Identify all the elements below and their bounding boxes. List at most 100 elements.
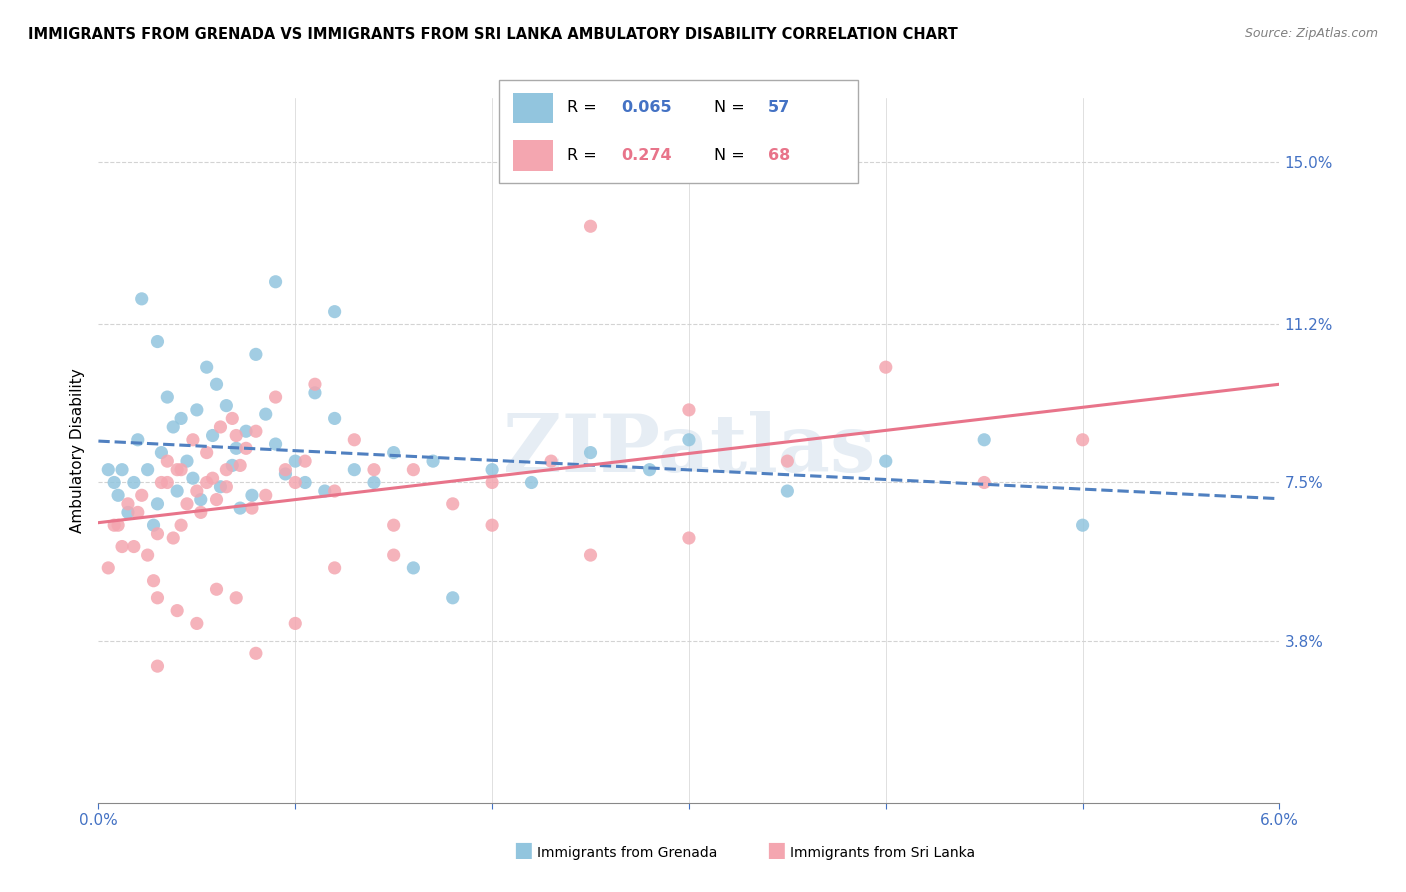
Point — [678, 403, 700, 417]
Point — [150, 475, 173, 490]
Point — [240, 501, 263, 516]
Point — [205, 377, 228, 392]
Text: Immigrants from Sri Lanka: Immigrants from Sri Lanka — [790, 846, 976, 860]
Point — [382, 445, 405, 459]
Point — [195, 445, 218, 459]
Point — [162, 531, 184, 545]
Y-axis label: Ambulatory Disability: Ambulatory Disability — [69, 368, 84, 533]
Point — [225, 591, 247, 605]
Point — [343, 433, 366, 447]
Point — [127, 433, 149, 447]
Point — [254, 407, 277, 421]
Point — [111, 463, 134, 477]
Point — [176, 454, 198, 468]
Point — [382, 548, 405, 562]
Point — [201, 428, 224, 442]
Point — [235, 424, 257, 438]
Point — [284, 454, 307, 468]
Point — [314, 483, 336, 498]
Point — [422, 454, 444, 468]
Point — [1071, 433, 1094, 447]
Point — [150, 445, 173, 459]
Point — [540, 454, 562, 468]
Point — [190, 505, 212, 519]
FancyBboxPatch shape — [513, 93, 553, 123]
Point — [343, 463, 366, 477]
Point — [181, 433, 204, 447]
Point — [209, 420, 232, 434]
Point — [205, 582, 228, 597]
Point — [274, 467, 297, 481]
Point — [176, 497, 198, 511]
Point — [146, 497, 169, 511]
Point — [363, 463, 385, 477]
Text: 57: 57 — [768, 101, 790, 115]
Point — [323, 561, 346, 575]
Point — [170, 411, 193, 425]
Point — [776, 454, 799, 468]
Point — [274, 463, 297, 477]
Text: Immigrants from Grenada: Immigrants from Grenada — [537, 846, 717, 860]
Point — [103, 518, 125, 533]
Point — [221, 411, 243, 425]
Point — [284, 616, 307, 631]
Point — [136, 548, 159, 562]
Text: N =: N = — [714, 148, 751, 162]
Point — [579, 445, 602, 459]
Point — [225, 428, 247, 442]
Point — [323, 411, 346, 425]
Point — [1071, 518, 1094, 533]
Point — [201, 471, 224, 485]
Point — [156, 390, 179, 404]
Point — [240, 488, 263, 502]
Point — [186, 403, 208, 417]
Point — [264, 390, 287, 404]
Point — [205, 492, 228, 507]
Point — [166, 604, 188, 618]
Point — [481, 475, 503, 490]
Point — [235, 442, 257, 456]
Point — [254, 488, 277, 502]
Point — [323, 483, 346, 498]
Text: IMMIGRANTS FROM GRENADA VS IMMIGRANTS FROM SRI LANKA AMBULATORY DISABILITY CORRE: IMMIGRANTS FROM GRENADA VS IMMIGRANTS FR… — [28, 27, 957, 42]
Point — [195, 360, 218, 375]
Point — [402, 561, 425, 575]
Text: ■: ■ — [513, 840, 533, 860]
Point — [402, 463, 425, 477]
Point — [190, 492, 212, 507]
Point — [323, 304, 346, 318]
Point — [245, 646, 267, 660]
Point — [122, 475, 145, 490]
Point — [245, 347, 267, 361]
Point — [638, 463, 661, 477]
Point — [264, 275, 287, 289]
Point — [195, 475, 218, 490]
Point — [127, 505, 149, 519]
Point — [156, 454, 179, 468]
Point — [441, 591, 464, 605]
Point — [107, 518, 129, 533]
Text: R =: R = — [567, 101, 602, 115]
Point — [579, 548, 602, 562]
Point — [363, 475, 385, 490]
Point — [304, 385, 326, 400]
Point — [142, 518, 165, 533]
Point — [481, 518, 503, 533]
Point — [97, 561, 120, 575]
Point — [186, 616, 208, 631]
Point — [209, 480, 232, 494]
Point — [111, 540, 134, 554]
Text: ■: ■ — [766, 840, 786, 860]
Point — [215, 480, 238, 494]
Point — [382, 518, 405, 533]
Point — [162, 420, 184, 434]
Point — [973, 433, 995, 447]
Point — [225, 442, 247, 456]
Point — [229, 501, 252, 516]
Text: 68: 68 — [768, 148, 790, 162]
Point — [294, 454, 316, 468]
Point — [117, 497, 139, 511]
Point — [142, 574, 165, 588]
Point — [170, 518, 193, 533]
Point — [131, 488, 153, 502]
